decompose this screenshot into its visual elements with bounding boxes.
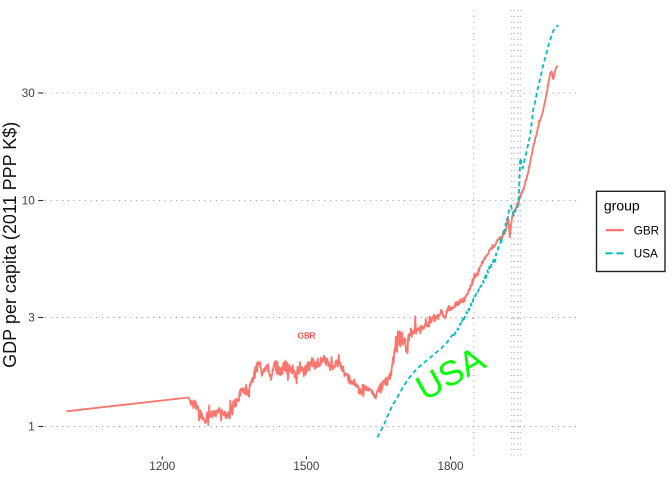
svg-text:1: 1 bbox=[28, 421, 35, 434]
svg-text:1500: 1500 bbox=[293, 460, 320, 473]
svg-text:group: group bbox=[604, 197, 640, 213]
svg-text:1200: 1200 bbox=[149, 460, 176, 473]
svg-text:GBR: GBR bbox=[298, 332, 316, 341]
svg-text:GDP per capita (2011 PPP K$): GDP per capita (2011 PPP K$) bbox=[0, 122, 20, 368]
svg-text:30: 30 bbox=[22, 87, 36, 100]
svg-text:3: 3 bbox=[28, 312, 35, 325]
svg-text:1800: 1800 bbox=[437, 460, 464, 473]
svg-text:GBR: GBR bbox=[634, 224, 659, 237]
svg-text:10: 10 bbox=[22, 195, 36, 208]
svg-text:USA: USA bbox=[634, 248, 658, 261]
